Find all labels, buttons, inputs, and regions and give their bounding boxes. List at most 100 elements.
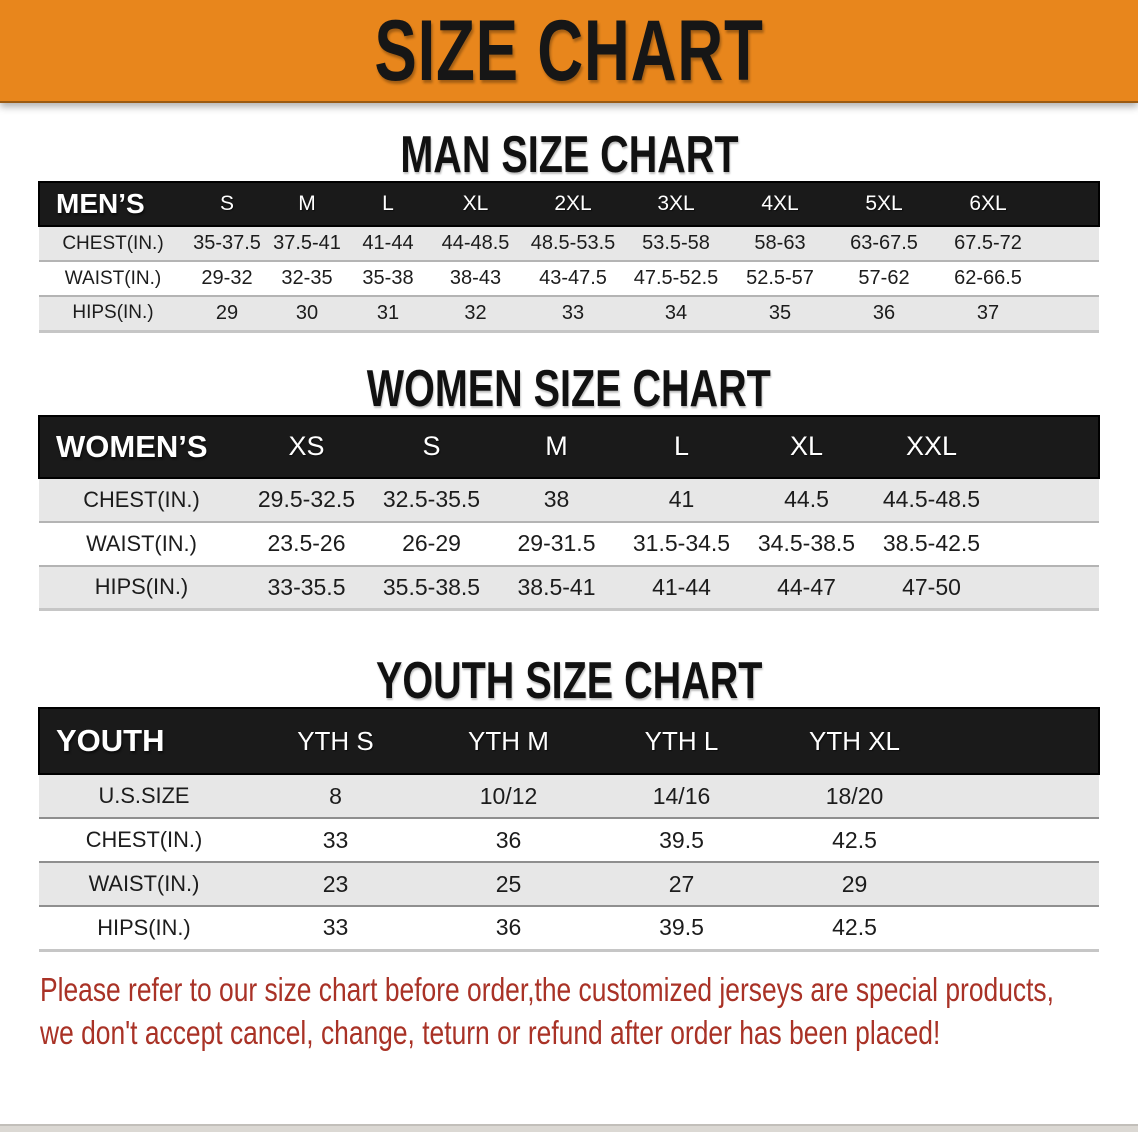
table-header-row: YOUTH YTH S YTH M YTH L YTH XL: [38, 707, 1100, 775]
size-cell: 34: [664, 301, 688, 324]
size-cell: 29-31.5: [517, 530, 596, 556]
size-chart-banner: SIZE CHART: [0, 0, 1138, 103]
size-cell: 37.5-41: [273, 232, 341, 254]
size-cell: 63-67.5: [850, 232, 918, 254]
column-header: XL: [744, 414, 869, 479]
size-cell: 44-47: [777, 573, 836, 600]
youth-table-header: YOUTH YTH S YTH M YTH L YTH XL: [38, 707, 1100, 775]
size-cell: 41: [668, 486, 695, 512]
spacer-cell: [994, 414, 1100, 479]
column-header: 3XL: [624, 181, 728, 227]
table-header-row: MEN’S S M L XL 2XL 3XL 4XL 5XL 6XL: [38, 181, 1100, 227]
size-cell: 29: [215, 301, 239, 324]
spacer-cell: [994, 522, 1099, 566]
size-cell: 42.5: [832, 914, 877, 941]
youth-section-heading-text: YOUTH SIZE CHART: [375, 652, 763, 710]
column-header: 4XL: [728, 181, 832, 227]
column-header: XXL: [869, 414, 994, 479]
row-label: WAIST(IN.): [64, 267, 162, 289]
table-row: WAIST(IN.) 29-32 32-35 35-38 38-43 43-47…: [39, 261, 1099, 296]
size-cell: 35.5-38.5: [382, 573, 481, 600]
size-cell: 58-63: [754, 232, 806, 254]
table-header-row: WOMEN’S XS S M L XL XXL: [38, 414, 1100, 479]
size-cell: 32-35: [281, 267, 333, 289]
size-cell: 47-50: [902, 573, 961, 600]
spacer-cell: [1040, 181, 1100, 227]
size-cell: 67.5-72: [954, 232, 1022, 254]
size-cell: 33: [322, 826, 349, 853]
size-cell: 33: [561, 301, 585, 324]
size-cell: 44-48.5: [441, 232, 510, 254]
size-cell: 34.5-38.5: [757, 530, 856, 556]
size-cell: 35-37.5: [193, 232, 261, 254]
size-cell: 29-32: [201, 267, 253, 289]
spacer-cell: [941, 818, 1099, 862]
size-cell: 33-35.5: [267, 573, 346, 600]
men-table-header: MEN’S S M L XL 2XL 3XL 4XL 5XL 6XL: [38, 181, 1100, 227]
spacer-cell: [1040, 226, 1099, 261]
size-cell: 43-47.5: [539, 267, 607, 289]
size-cell: 8: [329, 782, 342, 809]
spacer-cell: [941, 906, 1099, 950]
size-cell: 38-43: [449, 267, 502, 289]
row-label: HIPS(IN.): [94, 574, 189, 600]
size-cell: 38: [543, 486, 570, 512]
size-cell: 33: [322, 914, 349, 941]
spacer-cell: [1040, 296, 1099, 331]
size-cell: 14/16: [652, 782, 711, 809]
size-cell: 53.5-58: [642, 232, 710, 254]
table-row: U.S.SIZE 8 10/12 14/16 18/20: [39, 774, 1099, 818]
spacer-cell: [994, 566, 1099, 610]
row-label: CHEST(IN.): [62, 232, 164, 254]
row-label: U.S.SIZE: [98, 783, 190, 808]
spacer-cell: [1040, 261, 1099, 296]
size-cell: 35: [768, 301, 792, 324]
size-cell: 57-62: [858, 267, 910, 289]
size-cell: 41-44: [362, 232, 414, 254]
disclaimer-line-1: Please refer to our size chart before or…: [40, 970, 1054, 1008]
size-cell: 47.5-52.5: [633, 267, 719, 289]
men-section-heading: MAN SIZE CHART: [0, 129, 1138, 181]
size-cell: 44.5: [784, 486, 829, 512]
size-cell: 27: [668, 870, 695, 897]
size-cell: 38.5-41: [517, 573, 596, 600]
row-label: HIPS(IN.): [72, 302, 154, 324]
size-cell: 52.5-57: [746, 267, 814, 289]
size-cell: 44.5-48.5: [882, 486, 981, 512]
size-cell: 41-44: [652, 573, 711, 600]
men-section-heading-text: MAN SIZE CHART: [399, 126, 739, 184]
size-cell: 29.5-32.5: [257, 486, 356, 512]
column-header: XS: [244, 414, 369, 479]
size-cell: 26-29: [402, 530, 461, 556]
size-cell: 42.5: [832, 826, 877, 853]
size-cell: 36: [495, 914, 522, 941]
men-size-table: MEN’S S M L XL 2XL 3XL 4XL 5XL 6XL CHEST…: [38, 181, 1100, 333]
row-label: CHEST(IN.): [85, 827, 203, 852]
size-cell: 38.5-42.5: [882, 530, 981, 556]
size-cell: 29: [841, 870, 868, 897]
column-header: S: [369, 414, 494, 479]
table-row: WAIST(IN.) 23 25 27 29: [39, 862, 1099, 906]
youth-section-heading: YOUTH SIZE CHART: [0, 655, 1138, 707]
size-cell: 23: [322, 870, 349, 897]
table-row: HIPS(IN.) 33-35.5 35.5-38.5 38.5-41 41-4…: [39, 565, 1099, 610]
size-cell: 62-66.5: [954, 267, 1022, 289]
size-cell: 31: [376, 301, 400, 324]
spacer-cell: [994, 478, 1099, 522]
size-cell: 48.5-53.5: [530, 232, 616, 254]
row-label: HIPS(IN.): [97, 914, 191, 940]
column-header: S: [187, 181, 267, 227]
table-row: CHEST(IN.) 33 36 39.5 42.5: [39, 818, 1099, 862]
column-header: M: [494, 414, 619, 479]
table-row: HIPS(IN.) 33 36 39.5 42.5: [39, 906, 1099, 950]
column-header: YTH XL: [768, 707, 941, 775]
column-header: YTH S: [249, 707, 422, 775]
women-section-heading-text: WOMEN SIZE CHART: [367, 359, 771, 418]
women-size-table: WOMEN’S XS S M L XL XXL CHEST(IN.) 29.5-…: [38, 414, 1100, 612]
size-cell: 25: [495, 870, 522, 897]
bottom-edge-strip: [0, 1124, 1138, 1132]
table-row: WAIST(IN.) 23.5-26 26-29 29-31.5 31.5-34…: [39, 521, 1099, 566]
disclaimer-text: Please refer to our size chart before or…: [40, 968, 1138, 1055]
size-cell: 36: [495, 826, 522, 853]
disclaimer-line-2: we don't accept cancel, change, teturn o…: [40, 1014, 941, 1052]
